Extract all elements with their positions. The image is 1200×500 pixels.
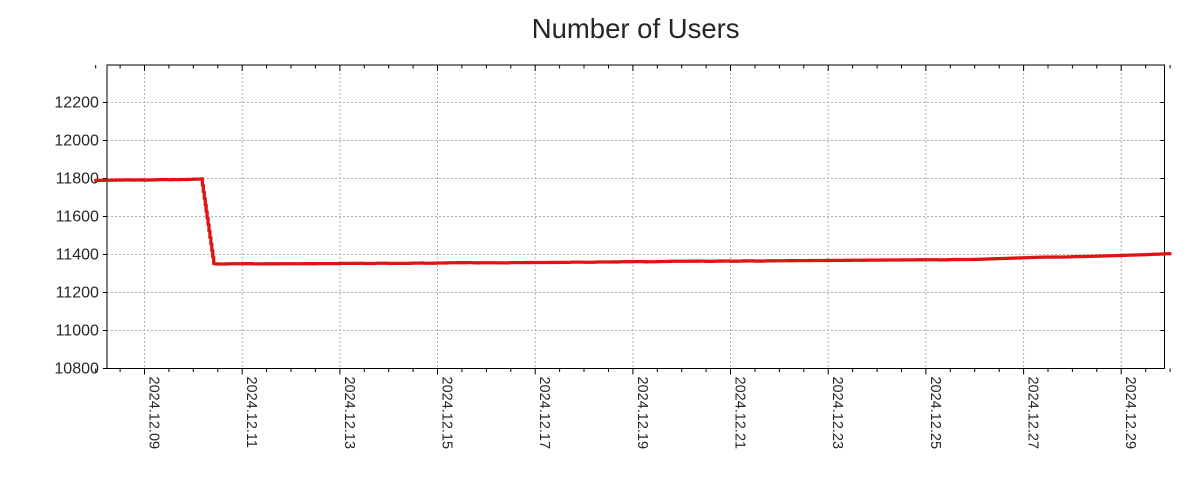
svg-text:11800: 11800 xyxy=(56,171,99,188)
svg-text:2024.12.21: 2024.12.21 xyxy=(732,377,748,450)
svg-text:12000: 12000 xyxy=(54,133,99,150)
svg-text:2024.12.09: 2024.12.09 xyxy=(146,377,162,450)
svg-text:2024.12.13: 2024.12.13 xyxy=(341,377,357,450)
svg-text:2024.12.23: 2024.12.23 xyxy=(829,377,845,450)
svg-text:11000: 11000 xyxy=(56,323,99,340)
svg-text:11600: 11600 xyxy=(56,209,99,226)
svg-text:2024.12.29: 2024.12.29 xyxy=(1122,377,1138,450)
svg-text:2024.12.15: 2024.12.15 xyxy=(439,377,455,450)
svg-text:10800: 10800 xyxy=(54,361,99,378)
svg-text:12200: 12200 xyxy=(54,95,99,112)
svg-text:11400: 11400 xyxy=(56,247,99,264)
svg-text:2024.12.27: 2024.12.27 xyxy=(1025,377,1041,450)
svg-text:2024.12.17: 2024.12.17 xyxy=(536,377,552,450)
svg-text:2024.12.11: 2024.12.11 xyxy=(243,377,259,449)
svg-text:2024.12.25: 2024.12.25 xyxy=(927,377,943,450)
svg-text:11200: 11200 xyxy=(56,285,99,302)
svg-text:2024.12.19: 2024.12.19 xyxy=(634,377,650,450)
